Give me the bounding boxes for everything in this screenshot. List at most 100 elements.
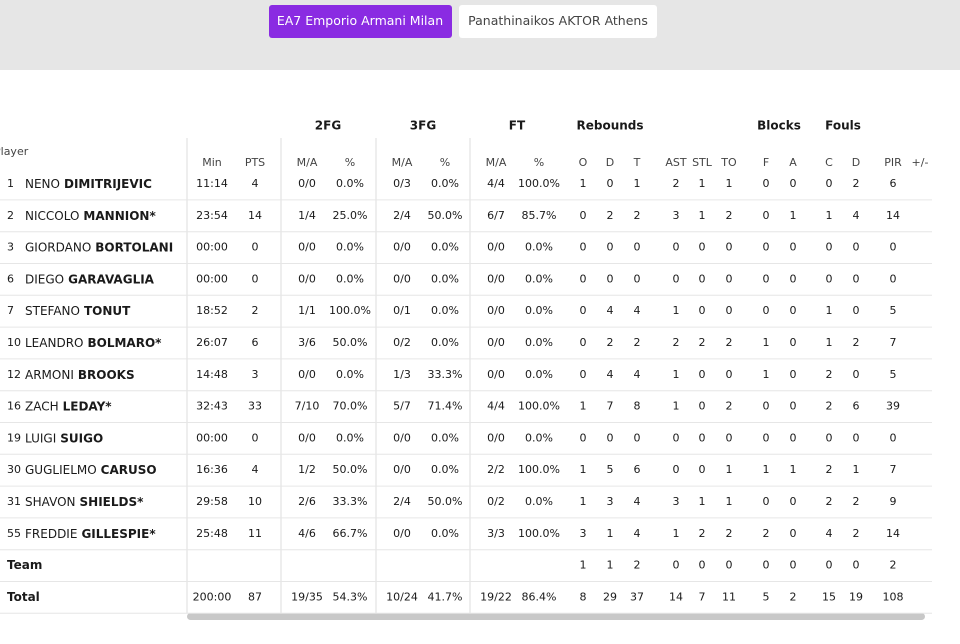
stat-cell: 50.0% <box>428 495 463 508</box>
stat-cell: 0 <box>790 495 797 508</box>
stat-cell: 0 <box>726 431 733 444</box>
stat-cell: 4 <box>634 304 641 317</box>
stat-cell: 0/2 <box>393 336 411 349</box>
column-header: % <box>534 156 544 169</box>
player-name: LEANDRO BOLMARO* <box>25 336 162 350</box>
stat-cell: 1 <box>726 463 733 476</box>
stat-cell: 2/4 <box>393 209 411 222</box>
stat-cell: 0 <box>890 431 897 444</box>
player-number: 30 <box>7 463 21 476</box>
stat-cell: 0 <box>607 431 614 444</box>
stat-cell: 2 <box>790 590 797 603</box>
stat-cell: 1 <box>763 368 770 381</box>
stat-cell: 3 <box>673 495 680 508</box>
stat-cell: 2 <box>726 209 733 222</box>
column-header: A <box>789 156 797 169</box>
stat-cell: 00:00 <box>196 431 228 444</box>
stat-cell: 2/2 <box>487 463 505 476</box>
column-header: AST <box>665 156 687 169</box>
stat-cell: 33 <box>248 400 262 413</box>
stat-cell: 0.0% <box>525 336 553 349</box>
stat-cell: 0 <box>726 241 733 254</box>
team-button-label[interactable]: EA7 Emporio Armani Milan <box>277 13 443 28</box>
stat-cell: 1 <box>826 209 833 222</box>
stat-cell: 0 <box>252 241 259 254</box>
stat-cell: 0 <box>853 431 860 444</box>
stat-cell: 19/22 <box>480 590 512 603</box>
stat-cell: 25.0% <box>333 209 368 222</box>
stat-cell: 0/0 <box>487 304 505 317</box>
stat-cell: 0.0% <box>431 336 459 349</box>
stat-cell: 85.7% <box>522 209 557 222</box>
stat-cell: 0/1 <box>393 304 411 317</box>
stat-cell: 2 <box>252 304 259 317</box>
stat-cell: 4 <box>853 209 860 222</box>
team-button-active[interactable] <box>269 5 452 38</box>
stat-cell: 3 <box>673 209 680 222</box>
stat-cell: 3/6 <box>298 336 316 349</box>
stat-cell: 0 <box>790 241 797 254</box>
stat-cell: 0 <box>607 177 614 190</box>
first-name: LEANDRO <box>25 336 83 350</box>
stat-cell: 3/3 <box>487 527 505 540</box>
stat-cell: 4 <box>826 527 833 540</box>
stat-cell: 1/1 <box>298 304 316 317</box>
first-name: LUIGI <box>25 431 56 445</box>
stat-cell: 14 <box>669 590 683 603</box>
stat-cell: 0 <box>699 463 706 476</box>
stat-cell: 0/0 <box>487 272 505 285</box>
stat-cell: 1 <box>726 495 733 508</box>
scrollbar[interactable] <box>187 613 925 620</box>
stat-cell: 0 <box>826 272 833 285</box>
stat-cell: 7 <box>699 590 706 603</box>
stat-cell: 0 <box>853 559 860 572</box>
stat-cell: 1 <box>673 304 680 317</box>
stat-cell: 0 <box>580 241 587 254</box>
stat-cell: 0 <box>763 272 770 285</box>
column-header: D <box>852 156 860 169</box>
stat-cell: 0 <box>673 272 680 285</box>
player-name: DIEGO GARAVAGLIA <box>25 272 155 286</box>
stat-cell: 0 <box>763 177 770 190</box>
stat-cell: 0 <box>580 272 587 285</box>
stat-cell: 1 <box>699 495 706 508</box>
stat-cell: 6 <box>252 336 259 349</box>
group-header: FT <box>509 119 526 133</box>
stat-cell: 2 <box>607 209 614 222</box>
stat-cell: 4/4 <box>487 177 505 190</box>
stat-cell: 1 <box>580 495 587 508</box>
stat-cell: 100.0% <box>518 400 560 413</box>
column-header: F <box>763 156 769 169</box>
stat-cell: 0 <box>790 336 797 349</box>
column-header: PTS <box>245 156 265 169</box>
stat-cell: 0 <box>853 304 860 317</box>
stat-cell: 0/0 <box>298 241 316 254</box>
team-button-label[interactable]: Panathinaikos AKTOR Athens <box>468 13 648 28</box>
stat-cell: 2 <box>699 336 706 349</box>
stat-cell: 2 <box>826 368 833 381</box>
stat-cell: 1 <box>673 368 680 381</box>
stat-cell: 11:14 <box>196 177 228 190</box>
stat-cell: 0 <box>726 304 733 317</box>
stat-cell: 1 <box>673 527 680 540</box>
last-name: GARAVAGLIA <box>68 272 155 286</box>
column-header: M/A <box>392 156 413 169</box>
stat-cell: 4 <box>252 463 259 476</box>
stat-cell: 0 <box>580 209 587 222</box>
team-button[interactable] <box>459 5 657 38</box>
stat-cell: 0 <box>790 431 797 444</box>
player-number: 1 <box>7 177 14 190</box>
stat-cell: 1 <box>726 177 733 190</box>
stat-cell: 0 <box>580 336 587 349</box>
stat-cell: 0/0 <box>393 272 411 285</box>
stat-cell: 0.0% <box>336 272 364 285</box>
stat-cell: 2 <box>726 336 733 349</box>
stat-cell: 0 <box>790 368 797 381</box>
stat-cell: 0.0% <box>431 463 459 476</box>
stat-cell: 0 <box>699 272 706 285</box>
stat-cell: 0 <box>673 431 680 444</box>
stat-cell: 14:48 <box>196 368 228 381</box>
stat-cell: 7 <box>890 336 897 349</box>
stat-cell: 50.0% <box>428 209 463 222</box>
column-header: % <box>345 156 355 169</box>
